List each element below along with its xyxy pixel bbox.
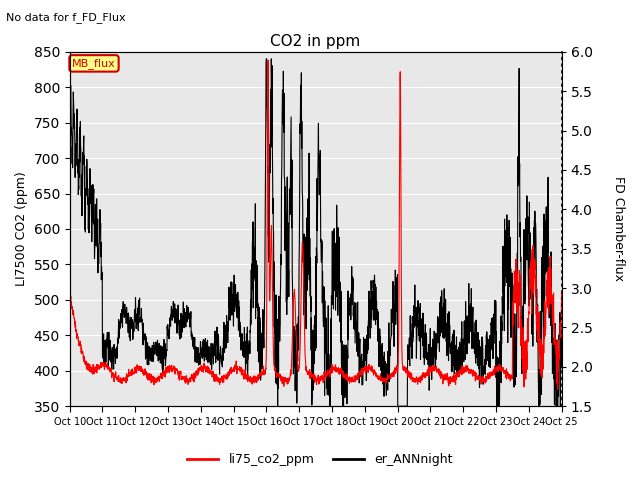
Text: No data for f_FD_Flux: No data for f_FD_Flux	[6, 12, 126, 23]
Y-axis label: FD Chamber-flux: FD Chamber-flux	[612, 177, 625, 281]
Title: CO2 in ppm: CO2 in ppm	[271, 34, 361, 49]
Legend: li75_co2_ppm, er_ANNnight: li75_co2_ppm, er_ANNnight	[182, 448, 458, 471]
Y-axis label: LI7500 CO2 (ppm): LI7500 CO2 (ppm)	[15, 171, 28, 287]
Text: MB_flux: MB_flux	[72, 58, 116, 69]
